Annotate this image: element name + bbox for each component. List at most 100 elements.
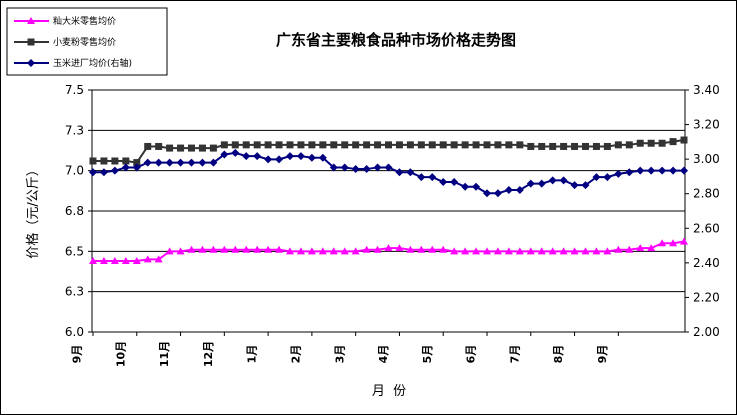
x-tick-label: 7月 [508, 345, 521, 364]
data-point [526, 179, 535, 188]
data-point [450, 177, 459, 186]
data-point [187, 158, 196, 167]
data-point [537, 247, 546, 255]
data-point [636, 244, 645, 252]
y-tick-label: 7.3 [65, 123, 84, 137]
data-point [110, 166, 119, 175]
y2-tick-label: 2.00 [693, 325, 720, 339]
data-point [121, 163, 130, 172]
legend-marker [27, 38, 35, 46]
data-point [286, 152, 294, 161]
series-0 [89, 237, 688, 265]
data-point [307, 247, 316, 255]
data-point [428, 173, 437, 182]
data-point [122, 157, 130, 165]
data-point [581, 247, 590, 255]
data-point [373, 163, 382, 172]
data-point [603, 173, 612, 182]
data-point [198, 245, 207, 253]
data-point [296, 247, 305, 255]
data-point [220, 141, 228, 149]
data-point [187, 245, 196, 253]
data-point [176, 247, 185, 255]
data-point [570, 247, 579, 255]
y2-tick-label: 3.40 [693, 83, 720, 97]
y-tick-label: 7.0 [65, 164, 84, 178]
data-point [504, 247, 513, 255]
data-point [275, 245, 284, 253]
data-point [133, 159, 141, 167]
data-point [307, 153, 316, 162]
data-point [428, 141, 436, 149]
data-point [165, 247, 174, 255]
series-layer [89, 136, 688, 265]
data-point [549, 142, 557, 150]
data-point [669, 239, 678, 247]
data-point [461, 247, 470, 255]
data-point [362, 245, 371, 253]
data-point [571, 142, 579, 150]
data-point [329, 163, 338, 172]
data-point [636, 139, 644, 147]
data-point [385, 141, 392, 149]
y2-tick-label: 2.40 [693, 256, 720, 270]
data-point [165, 158, 174, 167]
data-point [220, 150, 229, 159]
x-tick-label: 6月 [465, 345, 478, 364]
data-point [658, 166, 667, 175]
data-point [625, 168, 634, 177]
data-point [537, 179, 546, 188]
data-point [99, 257, 108, 265]
data-point [330, 141, 338, 149]
data-point [582, 142, 589, 150]
legend-label: 玉米进厂均价(右轴) [53, 57, 132, 69]
data-point [154, 255, 163, 263]
y2-tick-label: 2.60 [693, 221, 720, 235]
y-tick-label: 6.0 [65, 325, 84, 339]
x-tick-label: 9月 [596, 345, 609, 364]
x-tick-label: 10月 [114, 341, 127, 367]
legend-label: 籼大米零售均价 [53, 15, 116, 27]
data-point [417, 245, 426, 253]
data-point [340, 247, 349, 255]
data-point [625, 245, 634, 253]
data-point [669, 166, 678, 175]
y-tick-label: 6.8 [65, 204, 84, 218]
data-point [461, 182, 470, 191]
data-point [319, 141, 327, 149]
y-axis-title: 价格（元/公斤） [25, 163, 41, 258]
data-point [242, 152, 251, 161]
data-point [154, 158, 163, 167]
data-point [483, 189, 491, 198]
data-point [231, 141, 239, 149]
data-point [625, 141, 633, 149]
data-point [559, 247, 568, 255]
data-point [538, 142, 546, 150]
data-point [483, 247, 491, 255]
x-axis-title: 月 份 [372, 384, 406, 399]
x-tick-label: 9月 [71, 345, 84, 364]
data-point [592, 173, 601, 182]
data-point [253, 141, 261, 149]
data-point [527, 142, 535, 150]
data-point [548, 176, 557, 185]
x-tick-label: 1月 [246, 345, 259, 364]
data-point [680, 166, 688, 175]
data-point [603, 142, 611, 150]
series-2 [89, 148, 688, 198]
data-point [132, 257, 141, 265]
data-point [504, 186, 513, 195]
data-point [209, 158, 218, 167]
x-tick-label: 3月 [333, 345, 346, 364]
data-point [439, 177, 448, 186]
y2-tick-label: 2.80 [693, 187, 720, 201]
data-point [560, 142, 568, 150]
x-tick-label: 8月 [552, 345, 565, 364]
y2-tick-label: 3.00 [693, 152, 720, 166]
data-point [439, 141, 447, 149]
data-point [144, 142, 152, 150]
data-point [188, 144, 195, 152]
data-point [516, 141, 524, 149]
data-point [450, 141, 458, 149]
data-point [680, 237, 688, 245]
